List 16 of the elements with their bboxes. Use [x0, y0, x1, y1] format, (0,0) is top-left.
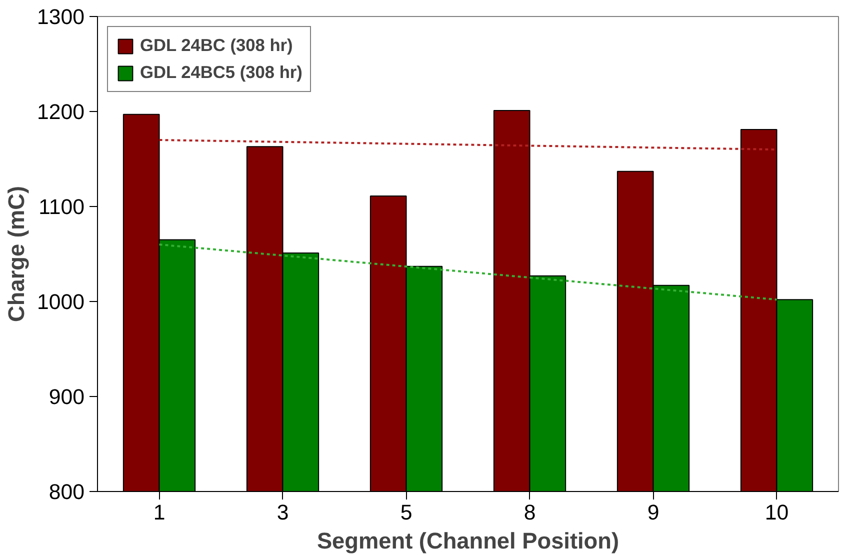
x-tick-label: 5	[400, 500, 412, 524]
x-tick-label: 1	[153, 500, 166, 524]
y-tick-label: 1100	[38, 195, 85, 219]
x-axis-title: Segment (Channel Position)	[316, 528, 620, 554]
x-tick-label: 10	[764, 500, 789, 524]
y-tick-label: 1000	[37, 290, 85, 314]
x-tick-label: 9	[647, 500, 660, 524]
x-tick-label: 3	[276, 500, 289, 524]
y-tick-label: 1200	[37, 100, 85, 124]
legend-label: GDL 24BC (308 hr)	[140, 35, 293, 56]
y-tick-label: 900	[48, 385, 85, 409]
x-tick-label: 8	[524, 500, 536, 524]
y-tick-label: 800	[48, 480, 85, 504]
legend-label: GDL 24BC5 (308 hr)	[140, 62, 302, 83]
y-tick-label: 1300	[37, 5, 85, 29]
y-axis-title: Charge (mC)	[3, 186, 30, 322]
